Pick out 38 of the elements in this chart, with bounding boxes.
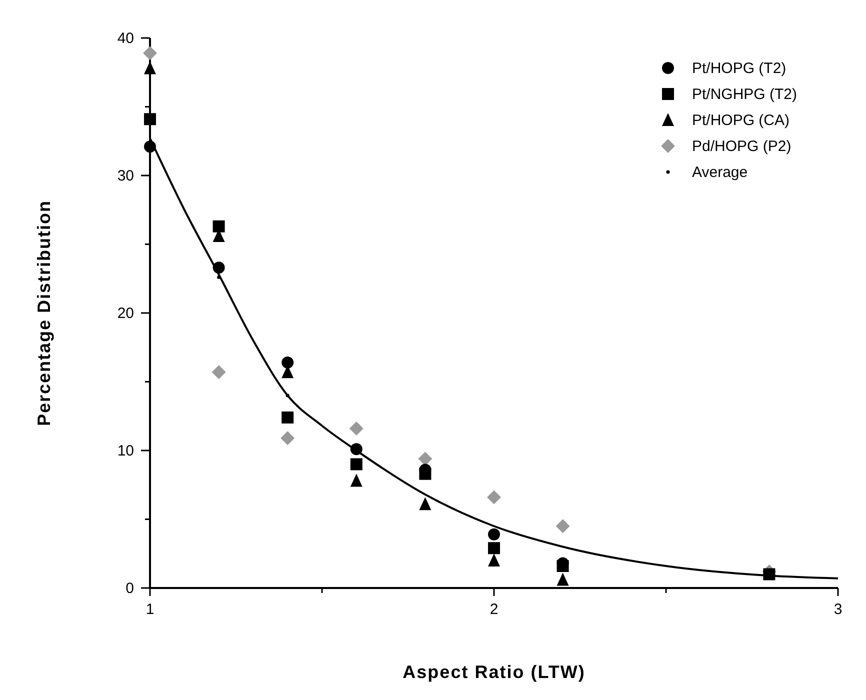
- legend-label: Pt/NGHPG (T2): [692, 86, 798, 103]
- point: [282, 412, 294, 424]
- point: [280, 431, 295, 446]
- x-tick-label: 3: [834, 601, 842, 618]
- point: [488, 528, 500, 540]
- point: [488, 554, 500, 566]
- legend-label: Average: [692, 164, 748, 181]
- x-tick-label: 1: [146, 601, 154, 618]
- y-tick-label: 10: [117, 442, 134, 460]
- point: [556, 519, 570, 534]
- point: [419, 497, 432, 510]
- x-tick-label: 2: [490, 601, 498, 618]
- point: [212, 262, 225, 274]
- point: [418, 452, 432, 466]
- point: [556, 572, 569, 586]
- point: [143, 46, 157, 60]
- legend-label: Pd/HOPG (P2): [692, 138, 792, 155]
- y-tick-label: 0: [126, 580, 134, 597]
- point: [282, 356, 294, 368]
- point: [488, 542, 500, 554]
- point: [350, 474, 362, 487]
- y-tick-label: 30: [117, 168, 134, 184]
- point: [144, 113, 156, 126]
- y-axis-title: Percentage Distribution: [34, 200, 54, 426]
- legend-label: Pt/HOPG (CA): [692, 112, 790, 129]
- point: [144, 140, 156, 153]
- point: [350, 458, 362, 470]
- legend-label: Pt/HOPG (T2): [692, 60, 786, 77]
- point: [212, 365, 226, 380]
- point: [212, 220, 225, 232]
- point: [350, 443, 362, 456]
- x-axis-title: Aspect Ratio (LTW): [402, 662, 586, 682]
- point: [763, 568, 776, 580]
- point: [487, 490, 501, 504]
- y-tick-label: 40: [117, 30, 134, 47]
- y-tick-label: 20: [117, 305, 134, 322]
- point: [286, 394, 290, 398]
- point: [349, 422, 364, 436]
